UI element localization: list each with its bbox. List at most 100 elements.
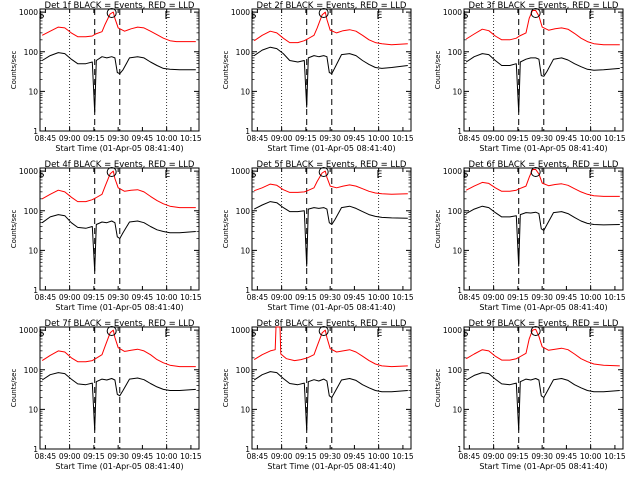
x-tick-label: 08:45 [35, 293, 57, 302]
x-tick-label: 08:45 [459, 452, 481, 461]
x-tick-label: 09:15 [507, 293, 529, 302]
x-tick-label: 08:45 [247, 134, 269, 143]
peak-marker [106, 326, 117, 336]
peak-marker [530, 167, 541, 177]
end-marker: E [589, 11, 595, 21]
y-tick-label: 100 [24, 366, 39, 375]
x-tick-label: 09:15 [295, 293, 317, 302]
x-tick-label: 09:45 [344, 293, 366, 302]
x-tick-label: 10:15 [392, 134, 414, 143]
x-tick-label: 09:00 [483, 452, 505, 461]
x-tick-label: 09:30 [531, 293, 553, 302]
x-tick-label: 08:45 [35, 134, 57, 143]
x-tick-label: 09:00 [271, 134, 293, 143]
x-tick-label: 10:15 [180, 452, 202, 461]
x-tick-label: 09:15 [295, 134, 317, 143]
end-marker: E [589, 329, 595, 339]
x-tick-label: 09:45 [132, 452, 154, 461]
y-axis-label: Counts/sec [10, 210, 18, 249]
panel-title: Det 9f BLACK = Events, RED = LLD [469, 319, 619, 329]
x-tick-label: 10:15 [180, 134, 202, 143]
y-tick-label: 100 [24, 48, 39, 57]
start-marker: S [251, 11, 257, 21]
end-marker: E [165, 11, 171, 21]
start-marker: S [463, 329, 469, 339]
y-tick-label: 10 [28, 87, 38, 96]
x-axis-label: Start Time (01-Apr-05 08:41:40) [267, 462, 395, 471]
y-tick-label: 100 [448, 366, 463, 375]
x-tick-label: 09:15 [83, 452, 105, 461]
y-axis-label: Counts/sec [10, 51, 18, 90]
y-tick-label: 1 [457, 445, 462, 454]
y-tick-label: 10 [452, 246, 462, 255]
x-tick-label: 08:45 [247, 293, 269, 302]
y-axis-label: Counts/sec [434, 369, 442, 408]
end-marker: E [589, 170, 595, 180]
x-tick-label: 09:45 [344, 134, 366, 143]
x-tick-label: 09:00 [483, 293, 505, 302]
y-axis-label: Counts/sec [434, 51, 442, 90]
start-marker: S [39, 11, 45, 21]
x-axis-label: Start Time (01-Apr-05 08:41:40) [267, 303, 395, 312]
y-tick-label: 10 [240, 87, 250, 96]
y-tick-label: 100 [448, 207, 463, 216]
x-tick-label: 09:00 [483, 134, 505, 143]
start-marker: S [39, 170, 45, 180]
lld-rate-line [41, 329, 196, 368]
x-tick-label: 09:45 [556, 452, 578, 461]
peak-marker [106, 167, 117, 177]
end-marker: E [377, 11, 383, 21]
x-tick-label: 10:15 [180, 293, 202, 302]
x-tick-label: 09:30 [531, 134, 553, 143]
lld-rate-line [465, 169, 620, 197]
x-tick-label: 09:00 [271, 293, 293, 302]
x-tick-label: 09:30 [107, 452, 129, 461]
event-rate-line [465, 372, 620, 431]
y-tick-label: 10 [28, 405, 38, 414]
panel-title: Det 4f BLACK = Events, RED = LLD [45, 160, 195, 170]
end-marker: E [377, 170, 383, 180]
x-tick-label: 10:15 [392, 293, 414, 302]
y-tick-label: 10 [28, 246, 38, 255]
x-tick-label: 09:30 [319, 134, 341, 143]
y-tick-label: 100 [236, 366, 251, 375]
x-tick-label: 09:30 [319, 452, 341, 461]
x-tick-label: 10:00 [580, 293, 602, 302]
peak-marker [318, 167, 329, 177]
y-tick-label: 1 [245, 127, 250, 136]
x-tick-label: 09:15 [295, 452, 317, 461]
x-axis-label: Start Time (01-Apr-05 08:41:40) [479, 462, 607, 471]
event-rate-line [41, 372, 196, 431]
end-marker: E [165, 329, 171, 339]
x-tick-label: 10:00 [580, 452, 602, 461]
y-tick-label: 10 [452, 405, 462, 414]
x-tick-label: 10:00 [368, 134, 390, 143]
x-tick-label: 09:30 [319, 293, 341, 302]
x-axis-label: Start Time (01-Apr-05 08:41:40) [267, 144, 395, 153]
x-tick-label: 08:45 [35, 452, 57, 461]
y-axis-label: Counts/sec [222, 210, 230, 249]
x-axis-label: Start Time (01-Apr-05 08:41:40) [479, 144, 607, 153]
panel-title: Det 7f BLACK = Events, RED = LLD [45, 319, 195, 329]
y-tick-label: 1 [457, 127, 462, 136]
lld-rate-line [253, 11, 408, 46]
x-tick-label: 10:00 [156, 452, 178, 461]
x-tick-label: 08:45 [247, 452, 269, 461]
y-tick-label: 1000 [443, 8, 462, 17]
x-tick-label: 09:15 [83, 293, 105, 302]
x-tick-label: 10:00 [580, 134, 602, 143]
x-tick-label: 10:15 [604, 134, 626, 143]
peak-marker [318, 8, 329, 18]
x-tick-label: 09:45 [556, 134, 578, 143]
panel-title: Det 3f BLACK = Events, RED = LLD [469, 1, 619, 11]
y-tick-label: 100 [448, 48, 463, 57]
peak-marker [530, 326, 541, 336]
x-tick-label: 09:15 [507, 452, 529, 461]
x-axis-label: Start Time (01-Apr-05 08:41:40) [479, 303, 607, 312]
y-axis-label: Counts/sec [434, 210, 442, 249]
